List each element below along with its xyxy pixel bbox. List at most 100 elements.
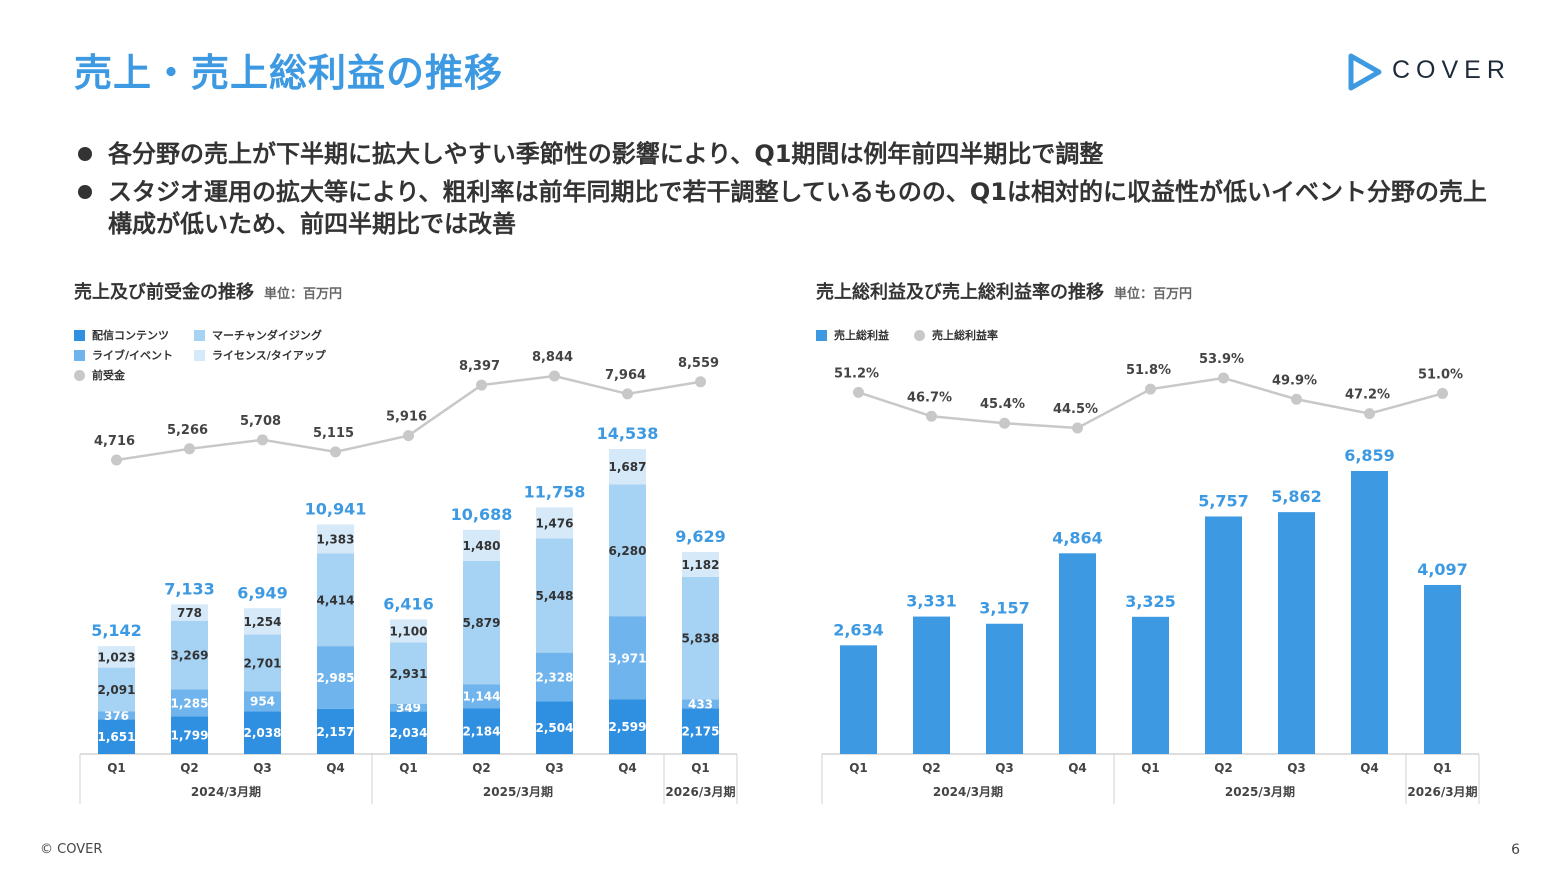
line-value-label: 5,115	[313, 426, 354, 441]
legend-item-gross-profit: 売上総利益	[816, 328, 889, 344]
gross-profit-bar	[1205, 516, 1242, 754]
total-label: 9,629	[675, 527, 726, 546]
total-label: 7,133	[164, 579, 215, 598]
total-label: 6,416	[383, 594, 434, 613]
data-label: 1,285	[171, 696, 209, 710]
legend-swatch	[914, 329, 925, 341]
data-label: 5,448	[536, 589, 574, 603]
bar-segment	[317, 708, 354, 754]
line-point	[330, 446, 341, 458]
data-label: 2,184	[463, 725, 501, 739]
data-label: 2,038	[244, 726, 282, 740]
bar-segment	[244, 634, 281, 692]
gross-profit-chart: 売上総利益及び売上総利益率の推移 単位：百万円 売上総利益 売上総利益率 Q1 Q2…	[816, 278, 1496, 804]
data-label: 1,476	[536, 516, 574, 530]
bar-segment	[98, 646, 135, 668]
data-label: 954	[250, 695, 275, 709]
bar-segment	[609, 616, 646, 700]
line-point	[1218, 372, 1229, 384]
chart-title: 売上総利益及び売上総利益率の推移	[816, 282, 1104, 303]
bar-segment	[244, 691, 281, 712]
tick-label: Q4	[1360, 761, 1379, 775]
line-value-label: 45.4%	[980, 397, 1025, 412]
data-label: 1,651	[98, 730, 136, 744]
logo-text: COVER	[1392, 56, 1511, 84]
bar-segment	[682, 576, 719, 700]
bar-segment	[536, 652, 573, 702]
line-point	[999, 417, 1010, 429]
line-point	[1364, 408, 1375, 420]
legend-item-merchandising: マーチャンダイジング	[194, 328, 322, 344]
bullet-item: スタジオ運用の拡大等により、粗利率は前年同期比で若干調整しているものの、Q1は相…	[76, 176, 1496, 240]
footer-copyright: © COVER	[40, 842, 103, 857]
line-value-label: 8,397	[459, 359, 500, 374]
line-point	[1072, 422, 1083, 434]
total-label: 10,941	[305, 500, 367, 519]
group-label: 2024/3月期	[933, 784, 1003, 799]
bullet-dot-icon	[78, 185, 92, 199]
bar-value-label: 3,157	[979, 599, 1030, 618]
data-label: 2,931	[390, 667, 428, 681]
tick-label: Q1	[1141, 761, 1160, 775]
tick-label: Q3	[545, 761, 564, 775]
data-label: 349	[396, 701, 421, 715]
tick-label: Q3	[995, 761, 1014, 775]
tick-label: Q3	[1287, 761, 1306, 775]
gross-profit-bar	[1132, 616, 1169, 754]
total-label: 11,758	[524, 482, 586, 501]
data-label: 2,599	[609, 720, 647, 734]
line-value-label: 7,964	[605, 368, 646, 383]
line-value-label: 46.7%	[907, 390, 952, 405]
line-value-label: 8,559	[678, 356, 719, 371]
data-label: 2,985	[317, 671, 355, 685]
legend-swatch	[194, 329, 205, 341]
sales-chart: 売上及び前受金の推移 単位：百万円 配信コンテンツ マーチャンダイジング ライブ/…	[74, 278, 754, 804]
data-label: 778	[177, 606, 202, 620]
total-label: 6,949	[237, 583, 288, 602]
bar-segment	[536, 538, 573, 653]
data-label: 5,879	[463, 616, 501, 630]
tick-label: Q1	[691, 761, 710, 775]
gross-profit-bar	[1351, 471, 1388, 754]
bullet-text: 各分野の売上が下半期に拡大しやすい季節性の影響により、Q1期間は例年前四半期比で…	[108, 140, 1104, 168]
bar-value-label: 5,862	[1271, 487, 1322, 506]
tick-label: Q2	[180, 761, 199, 775]
legend-label: ライセンス/タイアップ	[212, 349, 326, 362]
data-label: 3,971	[609, 651, 647, 665]
tick-label: Q4	[1068, 761, 1087, 775]
bar-segment	[609, 699, 646, 754]
company-logo: COVER	[1346, 52, 1506, 92]
line-value-label: 51.0%	[1418, 367, 1463, 382]
line-point	[853, 386, 864, 398]
line-value-label: 51.8%	[1126, 363, 1171, 378]
gross-profit-bar	[1424, 584, 1461, 754]
bar-segment	[390, 704, 427, 712]
group-label: 2024/3月期	[191, 784, 261, 799]
legend-item-license: ライセンス/タイアップ	[194, 348, 326, 364]
data-label: 433	[688, 697, 713, 711]
tick-label: Q2	[472, 761, 491, 775]
bar-segment	[682, 699, 719, 709]
data-label: 1,799	[171, 729, 209, 743]
group-label: 2026/3月期	[1407, 784, 1477, 799]
legend-swatch	[194, 349, 205, 361]
line-point	[622, 388, 633, 400]
chart-title: 売上及び前受金の推移	[74, 282, 254, 303]
tick-label: Q1	[849, 761, 868, 775]
line-value-label: 49.9%	[1272, 373, 1317, 388]
bar-value-label: 4,097	[1417, 560, 1468, 579]
tick-label: Q4	[618, 761, 637, 775]
data-label: 2,091	[98, 683, 136, 697]
bar-value-label: 4,864	[1052, 528, 1103, 547]
legend-swatch	[74, 329, 85, 341]
line-point	[926, 410, 937, 422]
line-point	[111, 454, 122, 466]
bar-segment	[536, 701, 573, 754]
line-value-label: 5,916	[386, 410, 427, 425]
tick-label: Q1	[1433, 761, 1452, 775]
line-value-label: 8,844	[532, 350, 573, 365]
bar-segment	[463, 560, 500, 685]
line-point	[257, 434, 268, 446]
bar-segment	[317, 553, 354, 647]
slide-title: 売上・売上総利益の推移	[74, 51, 504, 95]
